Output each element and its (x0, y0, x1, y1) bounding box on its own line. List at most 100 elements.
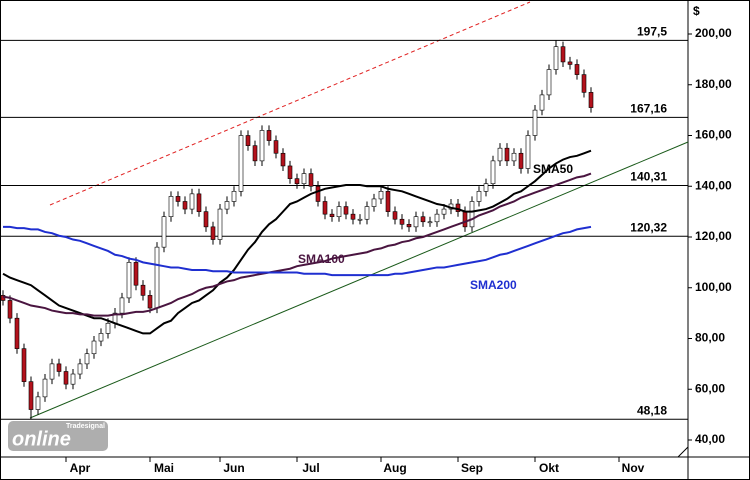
y-tick-label: 100,00 (695, 280, 732, 294)
candle-body (525, 135, 531, 169)
candle-body (168, 196, 174, 218)
candle-body (119, 297, 125, 314)
candle-body (63, 371, 69, 385)
sma-label: SMA100 (298, 252, 345, 266)
logo-name: online (12, 428, 71, 450)
candle-body (462, 211, 468, 228)
x-tick-label: Nov (622, 461, 645, 475)
candle-body (140, 284, 146, 296)
logo-box (8, 421, 108, 451)
candle-body (203, 211, 209, 228)
candle-body (476, 191, 482, 202)
candle-body (581, 74, 587, 93)
candle-body (539, 94, 545, 111)
candle-body (217, 208, 223, 240)
level-label: 167,16 (630, 102, 667, 116)
candle-body (28, 381, 34, 410)
candle-body (189, 193, 195, 210)
logo-brand: Tradesignal (66, 423, 105, 430)
candle-body (14, 317, 20, 349)
candle-body (35, 396, 41, 410)
candle-body (413, 216, 419, 228)
y-tick-label: 200,00 (695, 26, 732, 40)
y-tick-label: 40,00 (695, 432, 725, 446)
candle-body (357, 218, 363, 221)
candle-body (259, 130, 265, 162)
candle-body (567, 61, 573, 65)
candle-body (399, 218, 405, 225)
candle-body (385, 191, 391, 212)
candle-body (427, 221, 433, 224)
level-label: 120,32 (630, 220, 667, 234)
x-tick-label: Apr (70, 461, 91, 475)
x-tick-label: Sep (461, 461, 483, 475)
y-unit: $ (693, 4, 700, 18)
candles (0, 40, 594, 420)
candle-body (322, 201, 328, 215)
candle-body (77, 363, 83, 375)
candle-body (252, 145, 258, 162)
candle-body (147, 295, 153, 309)
candle-body (126, 262, 132, 299)
candle-body (553, 46, 559, 70)
y-tick-label: 160,00 (695, 128, 732, 142)
candle-body (91, 340, 97, 355)
candle-body (182, 201, 188, 210)
x-tick-label: Jun (223, 461, 244, 475)
candle-body (231, 191, 237, 202)
candle-body (280, 152, 286, 167)
candle-body (483, 183, 489, 192)
candle-body (105, 322, 111, 334)
upper-trend-line (49, 1, 531, 206)
y-tick-label: 140,00 (695, 178, 732, 192)
candle-body (56, 363, 62, 372)
level-label: 197,5 (637, 25, 667, 39)
candle-body (224, 201, 230, 210)
candle-body (84, 353, 90, 365)
lower-trend-line (29, 141, 689, 419)
candle-body (490, 160, 496, 185)
sma-line (2, 172, 592, 317)
candle-body (287, 165, 293, 179)
candle-body (308, 173, 314, 187)
candle-body (238, 135, 244, 192)
candle-body (49, 363, 55, 380)
candle-body (392, 211, 398, 220)
level-label: 48,18 (637, 403, 667, 417)
candle-body (532, 109, 538, 136)
candle-body (266, 130, 272, 141)
candle-body (315, 185, 321, 202)
candle-body (343, 206, 349, 215)
y-tick-label: 120,00 (695, 229, 732, 243)
candle-body (434, 213, 440, 223)
candle-body (42, 378, 48, 398)
candle-body (329, 213, 335, 218)
candle-body (294, 178, 300, 185)
logo: Tradesignal online (8, 421, 108, 451)
candle-body (406, 224, 412, 228)
candle-body (350, 213, 356, 220)
x-tick-label: Jul (302, 461, 319, 475)
x-tick-label: Mai (154, 461, 174, 475)
sma-label: SMA200 (470, 278, 517, 292)
candle-body (245, 135, 251, 146)
candle-body (7, 300, 13, 319)
candle-body (588, 92, 594, 108)
candle-body (560, 46, 566, 63)
candle-body (364, 206, 370, 220)
candle-body (196, 193, 202, 212)
sma-line (2, 149, 592, 335)
candle-body (175, 196, 181, 202)
candle-body (511, 152, 517, 162)
candle-body (420, 216, 426, 223)
candle-body (574, 64, 580, 75)
candle-body (70, 373, 76, 385)
x-tick-label: Aug (383, 461, 406, 475)
candle-body (378, 191, 384, 200)
candle-body (154, 246, 160, 309)
candle-body (518, 152, 524, 169)
candle-body (371, 198, 377, 207)
candle-body (133, 262, 139, 286)
